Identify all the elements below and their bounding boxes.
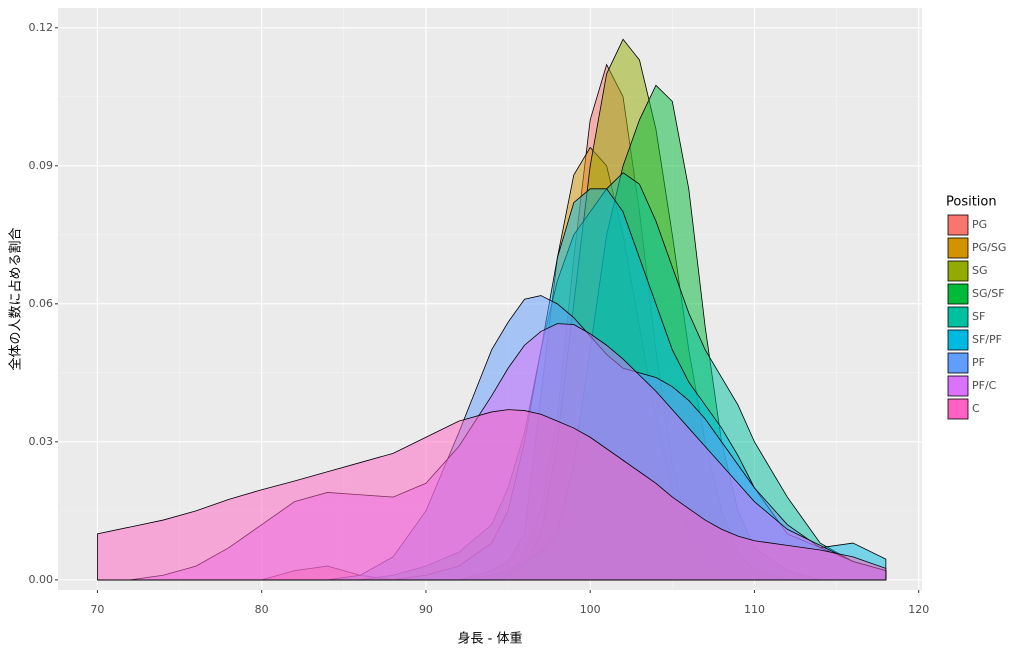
- x-tick-label: 110: [744, 603, 765, 616]
- x-tick-label: 90: [419, 603, 433, 616]
- legend-key: [947, 329, 969, 351]
- legend-label: PG: [972, 218, 987, 231]
- legend-label: C: [972, 402, 980, 415]
- legend-key: [947, 214, 969, 236]
- legend-key: [947, 306, 969, 328]
- y-tick-label: 0.09: [29, 159, 54, 172]
- legend-label: PF/C: [972, 379, 997, 392]
- x-tick-label: 70: [90, 603, 104, 616]
- y-tick-label: 0.03: [29, 435, 54, 448]
- legend-key: [947, 237, 969, 259]
- legend-label: SG/SF: [972, 287, 1005, 300]
- density-area: [97, 409, 887, 581]
- legend-key: [947, 398, 969, 420]
- y-tick-label: 0.06: [29, 297, 54, 310]
- y-axis-title: 全体の人数に占める割合: [8, 227, 24, 370]
- legend-label: SF: [972, 310, 985, 323]
- legend-key: [947, 375, 969, 397]
- legend-key: [947, 260, 969, 282]
- y-tick-label: 0.12: [29, 21, 54, 34]
- legend-title: Position: [946, 195, 997, 210]
- legend-key: [947, 352, 969, 374]
- legend-key: [947, 283, 969, 305]
- x-tick-label: 80: [255, 603, 269, 616]
- y-tick-label: 0.00: [29, 573, 54, 586]
- legend-label: PF: [972, 356, 985, 369]
- legend-label: PG/SG: [972, 241, 1006, 254]
- x-tick-label: 120: [908, 603, 929, 616]
- legend-label: SF/PF: [972, 333, 1002, 346]
- x-axis-title: 身長 - 体重: [458, 631, 523, 647]
- x-tick-label: 100: [580, 603, 601, 616]
- legend-label: SG: [972, 264, 988, 277]
